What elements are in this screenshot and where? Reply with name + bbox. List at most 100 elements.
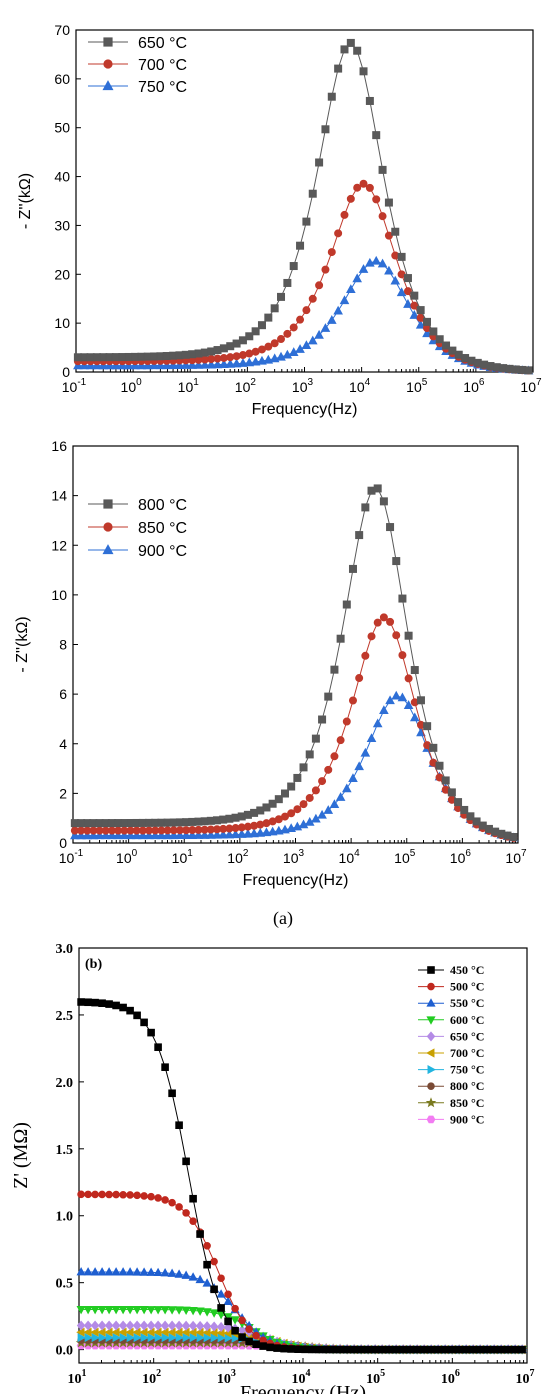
data-point bbox=[435, 335, 444, 344]
data-point bbox=[409, 712, 420, 722]
data-point bbox=[187, 360, 197, 369]
data-point bbox=[476, 1345, 484, 1354]
y-tick-label: 20 bbox=[54, 266, 70, 282]
legend-label: 450 °C bbox=[450, 963, 484, 977]
data-point bbox=[76, 830, 86, 840]
legend-label: 500 °C bbox=[450, 980, 484, 994]
data-point bbox=[311, 734, 320, 743]
data-point bbox=[146, 1306, 156, 1315]
data-point bbox=[511, 1345, 519, 1354]
data-point bbox=[322, 1345, 330, 1354]
data-point bbox=[83, 1320, 93, 1331]
data-point bbox=[378, 1345, 386, 1354]
data-point bbox=[168, 1332, 178, 1343]
data-point bbox=[483, 1345, 491, 1354]
series-650c bbox=[73, 38, 533, 375]
data-point bbox=[77, 1190, 85, 1199]
data-point bbox=[146, 1267, 156, 1276]
data-point bbox=[118, 1267, 128, 1276]
series-700c bbox=[73, 179, 533, 375]
data-point bbox=[270, 304, 279, 313]
legend-label: 900 °C bbox=[450, 1112, 484, 1126]
y-axis-title: - Z''(kΩ) bbox=[14, 616, 31, 672]
data-point bbox=[340, 210, 349, 219]
data-point bbox=[342, 717, 351, 726]
data-point bbox=[160, 1268, 170, 1277]
x-axis-title: Frequency (Hz) bbox=[240, 1382, 366, 1394]
data-point bbox=[161, 1332, 171, 1343]
legend-label: 550 °C bbox=[450, 996, 484, 1010]
data-point bbox=[206, 359, 217, 369]
data-point bbox=[125, 1267, 135, 1276]
data-point bbox=[182, 1209, 190, 1217]
y-tick-label: 3.0 bbox=[56, 942, 74, 957]
data-point bbox=[469, 1345, 477, 1354]
data-point bbox=[391, 227, 400, 236]
data-point bbox=[390, 275, 401, 285]
data-point bbox=[427, 1345, 435, 1354]
data-point bbox=[314, 329, 324, 339]
y-tick-label: 2.5 bbox=[56, 1009, 74, 1024]
data-point bbox=[161, 1063, 169, 1071]
data-point bbox=[212, 829, 222, 839]
panel-b-chart: 0.0 0.5 1.0 1.5 2.0 2.5 3.0 101 102 103 104 105 106 1… bbox=[10, 942, 535, 1394]
data-point bbox=[268, 799, 277, 808]
data-point bbox=[181, 830, 191, 840]
data-point bbox=[373, 618, 382, 627]
data-point bbox=[282, 349, 293, 359]
data-point bbox=[404, 674, 413, 683]
data-point bbox=[317, 809, 327, 819]
data-point bbox=[277, 292, 286, 301]
data-point bbox=[397, 252, 406, 261]
data-point bbox=[210, 1257, 218, 1266]
data-point bbox=[504, 1345, 512, 1354]
data-point bbox=[308, 1345, 316, 1354]
data-point bbox=[410, 291, 419, 300]
legend-marker bbox=[426, 998, 436, 1007]
legend-label: 800 °C bbox=[450, 1079, 484, 1093]
legend-label: 900 °C bbox=[138, 543, 187, 560]
plot-frame bbox=[78, 947, 528, 1364]
data-point bbox=[162, 830, 173, 840]
data-point bbox=[266, 1343, 274, 1352]
data-point bbox=[83, 1305, 93, 1315]
data-point bbox=[209, 1309, 219, 1318]
x-tick-label: 105 bbox=[366, 1368, 385, 1387]
data-point bbox=[348, 696, 357, 705]
data-point bbox=[277, 335, 286, 344]
data-point bbox=[238, 358, 248, 367]
data-point bbox=[206, 829, 216, 839]
data-point bbox=[442, 341, 451, 350]
data-point bbox=[447, 788, 456, 797]
data-point bbox=[111, 1306, 121, 1315]
panel-a-top-chart: 0 10 20 30 40 50 60 70 10-1 100 101 102 103 104 105 106… bbox=[17, 22, 542, 418]
data-point bbox=[423, 317, 432, 326]
data-point bbox=[379, 613, 388, 622]
data-point bbox=[231, 1304, 239, 1313]
data-point bbox=[223, 1322, 233, 1333]
x-tick-label: 103 bbox=[283, 848, 305, 866]
data-point bbox=[111, 1320, 121, 1331]
data-point bbox=[321, 265, 330, 274]
data-point bbox=[385, 1345, 393, 1354]
data-point bbox=[90, 1305, 100, 1315]
y-tick-label: 2.0 bbox=[56, 1076, 74, 1091]
x-tick-label: 102 bbox=[235, 377, 257, 395]
data-point bbox=[287, 1345, 295, 1353]
data-point bbox=[112, 1332, 122, 1343]
data-point bbox=[174, 1269, 184, 1278]
data-point bbox=[182, 1157, 190, 1166]
data-point bbox=[188, 1272, 198, 1281]
legend-label: 600 °C bbox=[450, 1013, 484, 1027]
data-point bbox=[238, 1333, 246, 1341]
data-point bbox=[287, 782, 296, 791]
x-tick-label: 10-1 bbox=[62, 377, 87, 395]
data-point bbox=[175, 830, 185, 840]
data-point bbox=[118, 1320, 128, 1331]
data-point bbox=[193, 359, 204, 369]
data-point bbox=[91, 1190, 99, 1199]
x-tick-label: 102 bbox=[142, 1368, 161, 1387]
data-point bbox=[348, 773, 358, 783]
x-tick-label: 107 bbox=[505, 848, 527, 866]
data-point bbox=[97, 1320, 107, 1331]
